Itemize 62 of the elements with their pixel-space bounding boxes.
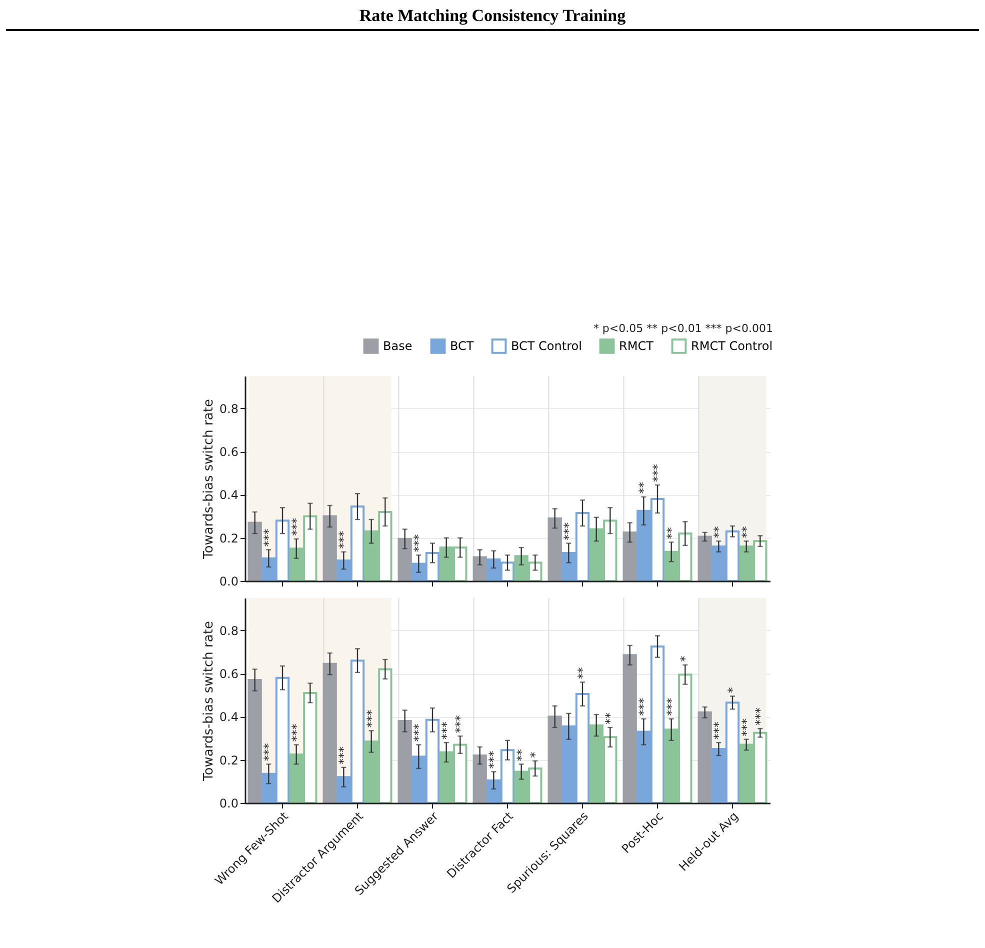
bar bbox=[548, 517, 562, 582]
bar bbox=[698, 711, 712, 804]
bar bbox=[322, 662, 337, 804]
y-tick-label: 0.8 bbox=[219, 402, 238, 416]
y-tick-label: 0.4 bbox=[219, 488, 238, 502]
text: * p<0.05 ** p<0.01 *** p<0.001 bbox=[593, 322, 773, 335]
bar bbox=[698, 536, 712, 582]
y-axis-title: Towards-bias switch rate bbox=[201, 399, 216, 560]
data-label: * bbox=[678, 656, 692, 662]
bar bbox=[248, 522, 262, 582]
bar bbox=[398, 538, 412, 582]
data-label: ** bbox=[664, 527, 678, 540]
bar bbox=[622, 654, 637, 804]
data-label: *** bbox=[336, 746, 351, 764]
data-label: *** bbox=[650, 464, 664, 482]
bar bbox=[472, 556, 487, 582]
data-label: *** bbox=[753, 708, 768, 726]
data-label: ** bbox=[576, 667, 590, 680]
data-label: *** bbox=[486, 750, 501, 769]
y-tick-label: 0.0 bbox=[219, 574, 238, 588]
data-label: ** bbox=[636, 482, 651, 494]
data-label: *** bbox=[289, 724, 304, 742]
data-label: *** bbox=[712, 722, 726, 740]
data-label: * bbox=[726, 687, 740, 694]
data-label: *** bbox=[412, 724, 426, 742]
data-label: * bbox=[528, 752, 542, 758]
data-label: *** bbox=[412, 534, 426, 552]
data-label: *** bbox=[439, 722, 454, 740]
y-tick-label: 0.8 bbox=[219, 624, 238, 638]
data-label: *** bbox=[636, 698, 651, 716]
data-label: ** bbox=[603, 712, 618, 724]
legend-label: BCT bbox=[450, 339, 474, 354]
y-tick-label: 0.2 bbox=[219, 753, 238, 768]
y-tick-label: 0.6 bbox=[219, 667, 238, 682]
data-label: *** bbox=[664, 698, 678, 716]
data-label: *** bbox=[262, 743, 276, 762]
bar bbox=[248, 679, 262, 804]
y-axis-title: Towards-bias switch rate bbox=[201, 621, 216, 782]
data-label: *** bbox=[739, 718, 754, 736]
y-tick-label: 0.6 bbox=[219, 445, 238, 460]
bar bbox=[398, 720, 412, 804]
y-tick-label: 0.4 bbox=[219, 710, 238, 724]
chart-title: Rate Matching Consistency Training bbox=[6, 0, 979, 31]
data-label: ** bbox=[712, 526, 726, 538]
data-label: *** bbox=[336, 530, 351, 549]
y-tick-label: 0.0 bbox=[219, 796, 238, 810]
data-label: *** bbox=[562, 522, 576, 540]
legend-label: RMCT Control bbox=[691, 339, 773, 354]
data-label: *** bbox=[289, 518, 304, 536]
data-label: *** bbox=[262, 528, 276, 547]
data-label: *** bbox=[364, 710, 378, 728]
data-label: ** bbox=[739, 526, 754, 538]
y-tick-label: 0.2 bbox=[219, 531, 238, 546]
legend-label: Base bbox=[383, 339, 412, 354]
data-label: *** bbox=[453, 715, 468, 734]
bar bbox=[622, 531, 637, 582]
legend-label: BCT Control bbox=[511, 339, 582, 354]
data-label: ** bbox=[514, 749, 528, 762]
bar bbox=[472, 754, 487, 804]
bar bbox=[322, 515, 337, 582]
bar bbox=[548, 716, 562, 804]
legend-label: RMCT bbox=[619, 339, 654, 354]
